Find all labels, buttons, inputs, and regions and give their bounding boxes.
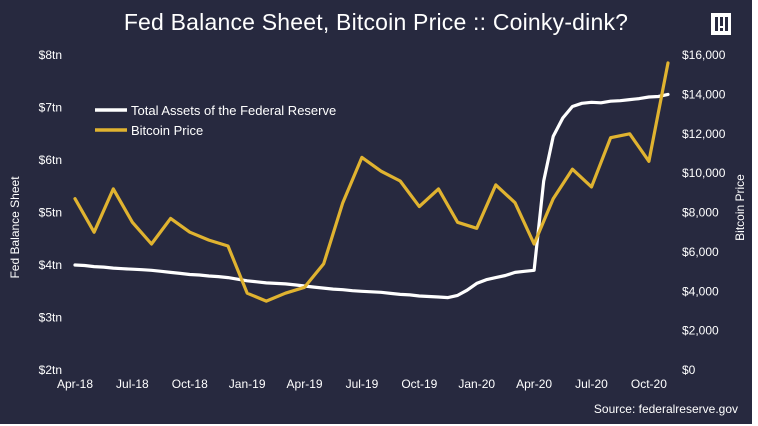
x-axis-tick-label: Oct-20	[631, 377, 667, 391]
logo-icon	[711, 13, 731, 35]
legend-label-bitcoin: Bitcoin Price	[131, 123, 203, 138]
x-axis-tick-label: Jan-20	[458, 377, 495, 391]
legend-label-fed-assets: Total Assets of the Federal Reserve	[131, 103, 336, 118]
left-axis-tick-label: $7tn	[39, 101, 62, 115]
x-axis-tick-label: Jan-19	[229, 377, 266, 391]
right-axis-tick-label: $16,000	[682, 48, 726, 62]
right-axis-tick-label: $12,000	[682, 127, 726, 141]
left-axis-tick-label: $8tn	[39, 48, 62, 62]
left-axis-tick-label: $3tn	[39, 311, 62, 325]
x-axis-tick-label: Jul-19	[346, 377, 379, 391]
x-axis-tick-label: Oct-19	[401, 377, 437, 391]
right-axis-tick-label: $4,000	[682, 284, 719, 298]
left-axis-tick-label: $4tn	[39, 258, 62, 272]
right-axis-tick-label: $0	[682, 363, 696, 377]
x-axis-tick-label: Jul-18	[116, 377, 149, 391]
right-axis-tick-label: $14,000	[682, 87, 726, 101]
chart-title: Fed Balance Sheet, Bitcoin Price :: Coin…	[123, 9, 629, 35]
left-axis-title: Fed Balance Sheet	[8, 176, 22, 279]
right-axis-tick-label: $8,000	[682, 206, 719, 220]
x-axis-tick-label: Apr-18	[57, 377, 93, 391]
x-axis-tick-label: Jul-20	[575, 377, 608, 391]
left-axis-tick-label: $6tn	[39, 153, 62, 167]
right-axis-tick-label: $2,000	[682, 324, 719, 338]
left-axis-tick-label: $5tn	[39, 206, 62, 220]
source-note: Source: federalreserve.gov	[594, 402, 738, 416]
x-axis-tick-label: Apr-19	[287, 377, 323, 391]
right-axis-tick-label: $6,000	[682, 245, 719, 259]
x-axis-tick-label: Apr-20	[516, 377, 552, 391]
fed-assets-line	[73, 92, 670, 300]
left-axis-tick-label: $2tn	[39, 363, 62, 377]
right-axis-title: Bitcoin Price	[733, 174, 747, 241]
right-axis-tick-label: $10,000	[682, 166, 726, 180]
bitcoin-price-line	[73, 61, 670, 303]
x-axis-tick-label: Oct-18	[172, 377, 208, 391]
